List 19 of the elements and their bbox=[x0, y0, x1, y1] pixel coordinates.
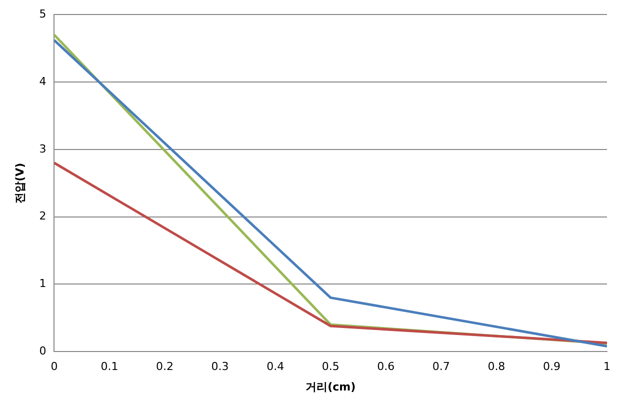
x-tick-label: 0 bbox=[50, 360, 58, 374]
y-tick-label: 4 bbox=[39, 74, 46, 88]
x-tick-label: 0.9 bbox=[542, 360, 560, 374]
y-tick-label: 3 bbox=[39, 142, 46, 156]
x-tick-label: 0.1 bbox=[100, 360, 118, 374]
y-tick-label: 2 bbox=[39, 210, 46, 223]
x-axis-title: 거리(cm) bbox=[306, 380, 356, 394]
x-tick-label: 0.5 bbox=[322, 360, 340, 374]
x-tick-label: 1 bbox=[604, 360, 610, 374]
x-tick-label: 0.7 bbox=[432, 360, 450, 374]
y-tick-label: 5 bbox=[39, 7, 46, 20]
x-tick-label: 0.4 bbox=[266, 360, 284, 374]
x-tick-label: 0.2 bbox=[156, 360, 174, 374]
x-tick-label: 0.8 bbox=[488, 360, 506, 374]
y-tick-label: 0 bbox=[39, 344, 46, 358]
y-axis-title: 전압(V) bbox=[13, 162, 26, 204]
y-tick-label: 1 bbox=[39, 277, 46, 290]
x-tick-label: 0.3 bbox=[211, 360, 229, 374]
x-tick-label: 0.6 bbox=[377, 360, 395, 374]
